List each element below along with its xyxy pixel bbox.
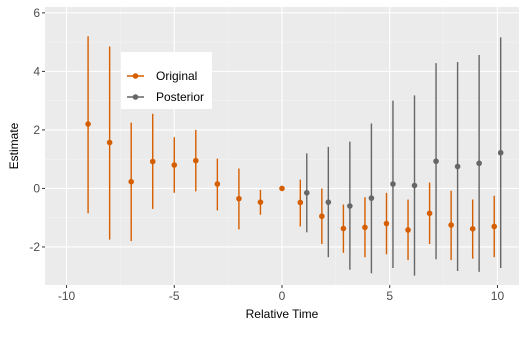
data-point xyxy=(383,220,390,227)
y-tick-label: 0 xyxy=(33,181,40,195)
data-point xyxy=(319,213,325,220)
data-point xyxy=(368,195,375,201)
data-point xyxy=(303,190,310,196)
data-point xyxy=(297,199,304,206)
series-original xyxy=(85,36,498,261)
data-point xyxy=(405,227,411,233)
data-point xyxy=(491,223,498,230)
data-point xyxy=(279,185,285,192)
y-axis-title: Estimate xyxy=(7,122,21,169)
data-point xyxy=(433,158,439,165)
data-point xyxy=(325,199,332,205)
legend-key xyxy=(127,73,144,79)
y-tick-label: 2 xyxy=(33,123,40,137)
x-tick-label: -5 xyxy=(169,289,180,303)
x-tick-label: 5 xyxy=(386,289,393,303)
data-point xyxy=(214,181,221,187)
data-point xyxy=(390,181,396,187)
data-point xyxy=(193,157,199,164)
y-tick-label: 4 xyxy=(33,64,40,78)
x-tick-label: 0 xyxy=(279,289,286,303)
data-point xyxy=(469,226,476,232)
data-point xyxy=(257,199,264,205)
y-tick-label: -2 xyxy=(29,240,40,254)
series-posterior xyxy=(303,37,504,276)
data-point xyxy=(85,121,91,127)
x-tick-label: 10 xyxy=(491,289,505,303)
data-point xyxy=(476,160,482,167)
data-point xyxy=(347,203,353,209)
plot-marks xyxy=(85,36,504,276)
data-point xyxy=(149,158,156,165)
x-tick-label: -10 xyxy=(58,289,76,303)
data-point xyxy=(454,163,461,170)
data-point xyxy=(448,222,454,228)
legend: Original Posterior xyxy=(121,52,212,109)
data-point xyxy=(128,178,134,185)
x-axis-title: Relative Time xyxy=(246,307,319,321)
data-point xyxy=(362,224,368,231)
legend-label: Posterior xyxy=(156,90,204,104)
data-point xyxy=(171,162,178,168)
legend-key xyxy=(127,94,144,100)
data-point xyxy=(426,210,433,217)
data-point xyxy=(497,149,504,156)
legend-label: Original xyxy=(156,69,197,83)
data-point xyxy=(106,139,113,146)
x-axis: -10 -5 0 5 10 xyxy=(58,285,505,303)
data-point xyxy=(411,182,418,189)
data-point xyxy=(236,195,242,202)
y-tick-label: 6 xyxy=(33,6,40,20)
data-point xyxy=(340,225,347,232)
y-axis: -2 0 2 4 6 xyxy=(29,6,45,254)
